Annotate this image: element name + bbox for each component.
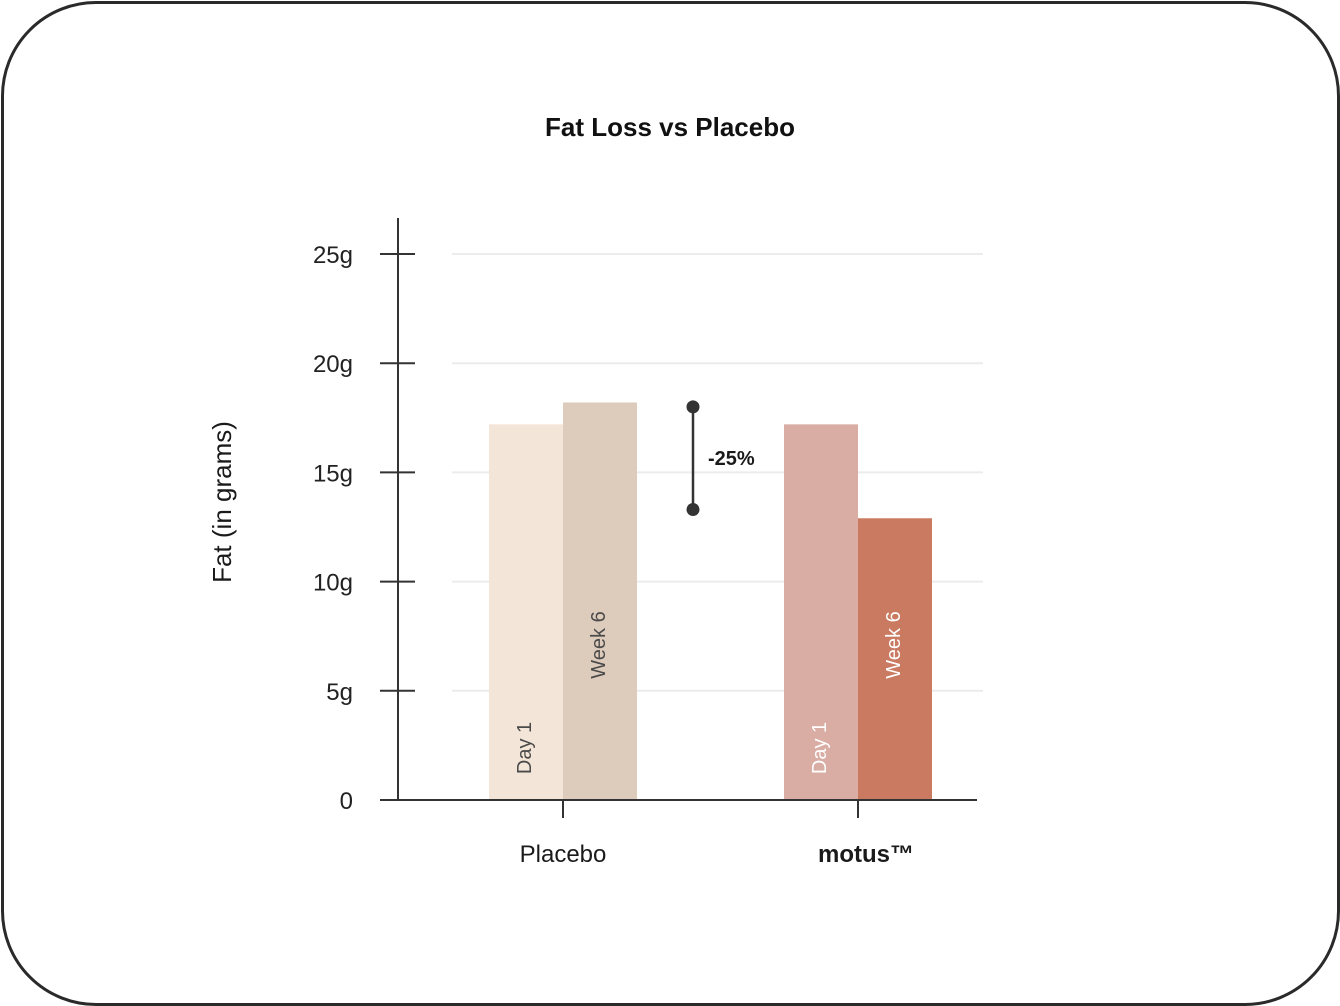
labels: 0 5g 10g 15g 20g 25g Day 1 Week 6 Day 1 Week 6 Pla… [207, 242, 914, 868]
bar-label: Day 1 [809, 722, 831, 774]
bracket-end-dot [686, 400, 700, 414]
bar-label: Day 1 [514, 722, 536, 774]
chart-title: Fat Loss vs Placebo [545, 112, 795, 142]
y-tick-label: 10g [313, 570, 353, 597]
x-category-label: motus™ [818, 841, 914, 868]
y-tick-label: 20g [313, 351, 353, 378]
y-tick-label: 5g [326, 679, 353, 706]
bar [784, 424, 858, 800]
y-axis-label: Fat (in grams) [207, 421, 237, 583]
bar-label: Week 6 [588, 611, 610, 678]
bar-label: Week 6 [883, 611, 905, 678]
bar [563, 402, 637, 800]
bar [858, 518, 932, 800]
bars [489, 402, 932, 800]
y-tick-label: 15g [313, 460, 353, 487]
x-category-label: Placebo [520, 841, 607, 868]
bracket-end-dot [686, 503, 700, 517]
axes [380, 218, 977, 818]
bar [489, 424, 563, 800]
difference-label: -25% [708, 448, 755, 470]
y-tick-label: 25g [313, 242, 353, 269]
y-tick-label: 0 [340, 788, 353, 815]
